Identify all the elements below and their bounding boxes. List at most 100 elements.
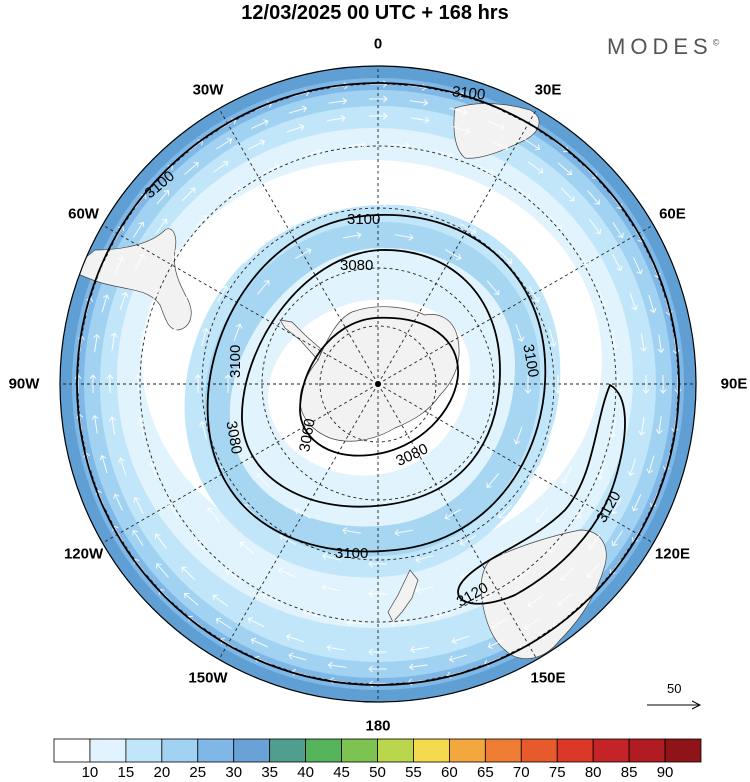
map-title: 12/03/2025 00 UTC + 168 hrs [241,2,509,24]
wind-vector-arrow [187,615,203,628]
wind-vector-arrow [77,335,85,354]
wind-vector-arrow [611,497,622,515]
wind-vector-arrow [671,414,679,433]
wind-vector-arrow [244,249,258,264]
wind-vector-arrow [302,609,322,618]
meridian-line [218,383,379,660]
wind-vector-arrow [199,421,207,440]
wind-vector-arrow [609,419,617,438]
colorbar-tick-label: 50 [369,764,386,781]
wind-vector-arrow [99,454,108,474]
wind-vector-arrow [101,294,110,313]
wind-vector-arrow [486,473,500,488]
wind-vector-arrow [106,374,114,393]
wind-vector-arrow [164,374,172,393]
colorbar-swatch [53,738,91,763]
wind-vector-arrow [501,213,517,227]
colorbar-swatch [413,738,450,763]
wind-vector-arrow [434,150,454,159]
wind-vector-arrow [137,418,145,438]
wind-vector-arrow [291,89,310,98]
contour-label: 3100 [451,83,486,103]
brand-logo: MODES© [607,34,719,60]
wind-vector-arrow [586,563,600,579]
longitude-label: 0 [373,35,383,53]
wind-vector-arrow [561,466,572,484]
wind-vector-arrow [156,189,170,205]
wind-vector-arrow [279,222,297,234]
wind-vector-arrow [598,288,608,307]
colorbar-tick-label: 55 [405,764,422,781]
wind-vector-arrow [167,502,180,519]
wind-vector-arrow [584,375,592,394]
wind-vector-arrow [321,584,341,592]
wind-vector-arrow [527,595,544,608]
meridian-line [102,224,379,385]
wind-vector-arrow [134,374,142,393]
wind-vector-arrow [108,416,116,435]
wind-vector-arrow [225,186,242,199]
colorbar-swatch [125,738,163,763]
colorbar-swatch [377,738,414,763]
wind-vector-arrow [536,245,549,261]
contour-label: 3080 [222,420,245,456]
colorbar-tick-label: 65 [476,764,494,781]
colorbar-swatch [233,738,271,763]
wind-vector-arrow [113,493,123,511]
wind-vector-arrow [133,558,146,575]
wind-vector-arrow [640,333,648,352]
colorbar-swatch [89,738,127,763]
wind-vector-arrow [110,332,118,352]
wind-vector-arrow [527,465,539,483]
wind-vector-arrow [580,328,588,347]
longitude-label: 150E [530,669,566,687]
wind-vector-arrow [219,637,237,649]
wind-vector-arrow [239,213,255,226]
wind-vector-arrow [89,374,97,393]
colorbar-tick-label: 90 [656,764,674,781]
wind-vector-arrow [446,670,465,679]
contour-label: 3080 [340,257,373,274]
wind-vector-arrow [587,190,600,205]
wind-vector-arrow [368,665,387,673]
wind-vector-arrow [631,525,643,543]
south-america [69,228,192,331]
wind-vector-arrow [527,161,544,174]
reference-vector-arrow [647,700,702,710]
wind-vector-arrow [487,120,506,131]
wind-vector-arrow [369,170,388,178]
wind-vector-arrow [286,123,305,133]
wind-vector-arrow [239,541,255,555]
wind-vector-arrow [611,330,619,350]
colorbar-swatch [556,738,594,763]
contour-label: 3100 [519,343,542,379]
wind-vector-arrow [119,291,129,310]
longitude-label: 120E [654,545,690,563]
wind-vector-arrow [487,639,505,649]
wind-vector-arrow [248,139,266,150]
wind-vector-arrow [646,455,655,474]
wind-vector-arrow [415,555,434,563]
wind-vector-arrow [452,125,471,135]
wind-vector-arrow [112,525,124,543]
contour-label: 3100 [347,211,380,228]
wind-vector-arrow [187,139,204,152]
wind-vector-arrow [181,187,196,202]
wind-vector-arrow [327,661,347,669]
colorbar-tick-label: 75 [548,764,566,781]
wind-vector-arrow [154,533,167,550]
colorbar-tick-label: 40 [297,764,314,781]
wind-vector-arrow [194,374,202,393]
colorbar-tick-label: 85 [620,764,638,781]
wind-vector-arrow [262,163,280,174]
meridian-line [218,108,379,385]
wind-vector-arrow [148,461,158,480]
wind-vector-arrow [548,538,562,553]
antarctica [299,306,460,442]
meridian-line [377,383,654,544]
wind-vector-arrow [114,256,125,275]
wind-vector-arrow [201,327,210,347]
wind-vector-arrow [415,176,435,184]
longitude-label: 60E [659,205,686,223]
wind-vector-arrow [132,221,145,238]
